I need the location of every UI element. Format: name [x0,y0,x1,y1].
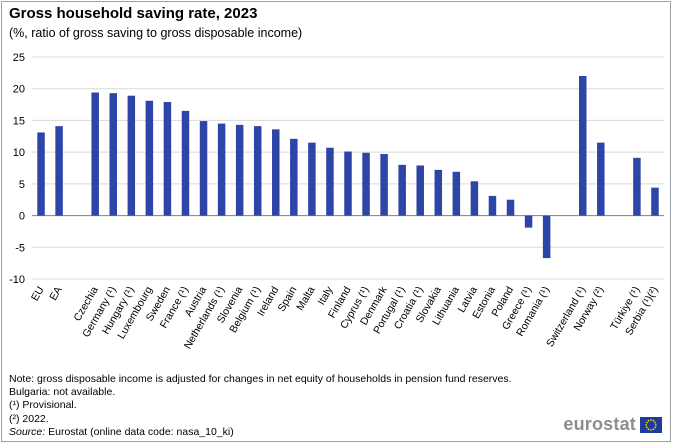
bar [91,92,99,216]
bar [597,142,605,216]
bar [416,165,424,216]
bar [145,100,154,216]
source-label: Source: [9,425,46,438]
x-tick-label: EU [29,285,47,304]
eurostat-logo: eurostat [563,414,662,435]
bar [109,93,118,216]
y-tick-label: 5 [19,179,25,191]
chart-subtitle: (%, ratio of gross saving to gross dispo… [9,26,303,40]
bar [542,215,551,259]
bar [127,95,136,216]
bar [362,152,370,216]
y-tick-label: -5 [15,242,25,254]
bar [633,157,641,216]
eu-flag-icon [640,416,662,433]
note-adjustment: Note: gross disposable income is adjuste… [9,373,512,385]
bar [434,169,443,216]
x-tick-label: Spain [276,284,300,313]
bar [199,121,208,216]
bar [344,151,352,216]
bar [398,164,406,216]
bar [181,110,190,216]
x-tick-label: EA [47,285,64,303]
y-tick-label: 25 [13,52,25,64]
note-bulgaria: Bulgaria: not available. [9,386,116,399]
bar [253,126,262,216]
logo-text: eurostat [563,414,636,434]
bar [163,102,172,216]
bar [380,154,388,216]
bar [326,147,334,216]
source-line: Source: Eurostat (online data code: nasa… [9,426,512,439]
gridlines [32,56,664,280]
chart-notes: Note: gross disposable income is adjuste… [9,373,512,439]
bar [217,123,226,216]
bar [578,76,587,216]
chart-title: Gross household saving rate, 2023 [9,5,258,22]
bar [488,195,497,216]
bar [524,215,533,228]
source-text: Eurostat (online data code: nasa_10_ki) [45,425,234,438]
y-tick-label: -10 [9,274,25,286]
bar [651,187,659,216]
bar [452,171,461,216]
note-2022: (²) 2022. [9,412,49,425]
y-axis-ticks: -10 -5 0 5 10 15 20 25 [9,52,25,286]
bar [272,129,280,216]
bar [235,124,244,216]
bar [290,138,298,216]
y-tick-label: 20 [13,84,25,96]
bars [37,76,659,259]
bar [506,199,515,216]
y-tick-label: 15 [13,115,25,127]
bar [470,181,479,216]
y-tick-label: 10 [13,147,25,159]
bar [55,126,63,216]
bar [308,142,316,216]
bar [37,132,45,216]
note-provisional: (¹) Provisional. [9,399,77,412]
y-tick-label: 0 [19,211,25,223]
x-tick-label: Malta [294,284,317,312]
